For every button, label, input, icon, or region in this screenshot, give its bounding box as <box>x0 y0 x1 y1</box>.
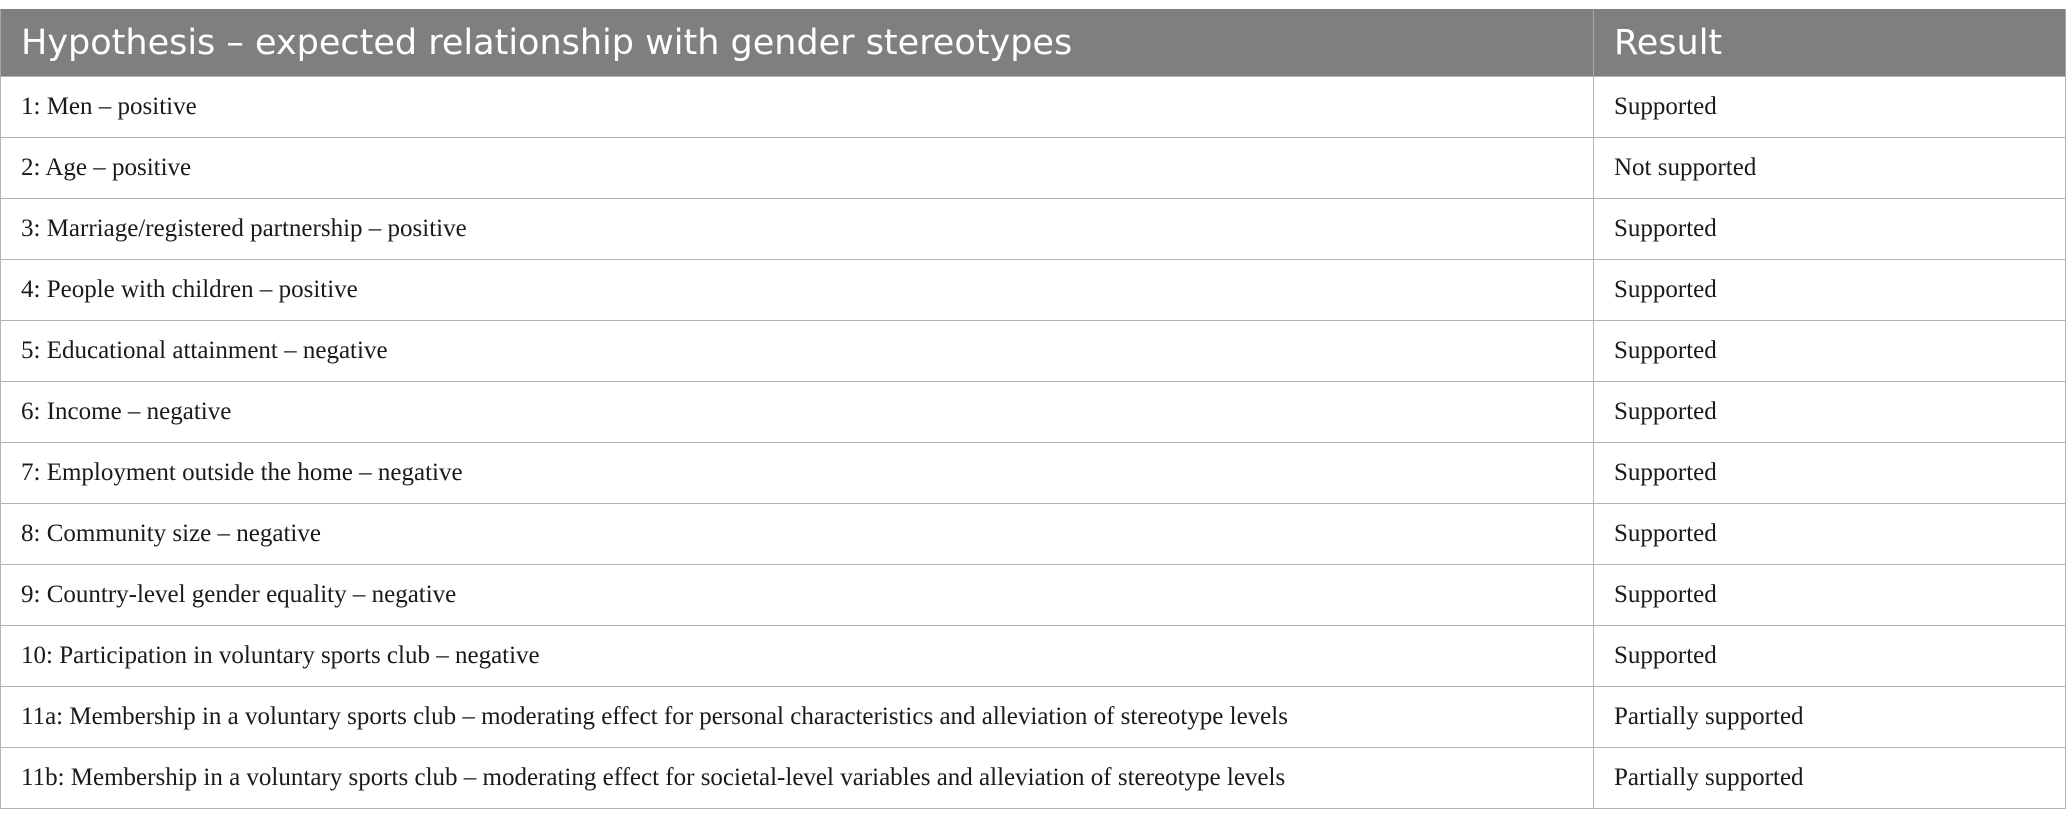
table-row: 3: Marriage/registered partnership – pos… <box>0 198 2066 260</box>
hypothesis-cell: 5: Educational attainment – negative <box>0 320 1594 382</box>
table-row: 5: Educational attainment – negative Sup… <box>0 320 2066 382</box>
hypothesis-cell: 7: Employment outside the home – negativ… <box>0 442 1594 504</box>
result-cell: Supported <box>1593 625 2066 687</box>
hypothesis-cell: 10: Participation in voluntary sports cl… <box>0 625 1594 687</box>
result-cell: Supported <box>1593 198 2066 260</box>
hypothesis-cell: 3: Marriage/registered partnership – pos… <box>0 198 1594 260</box>
hypothesis-cell: 2: Age – positive <box>0 137 1594 199</box>
hypothesis-cell: 1: Men – positive <box>0 76 1594 138</box>
table-row: 6: Income – negative Supported <box>0 381 2066 443</box>
result-cell: Supported <box>1593 259 2066 321</box>
hypothesis-cell: 11b: Membership in a voluntary sports cl… <box>0 747 1594 809</box>
result-cell: Partially supported <box>1593 686 2066 748</box>
table-row: 4: People with children – positive Suppo… <box>0 259 2066 321</box>
table-row: 8: Community size – negative Supported <box>0 503 2066 565</box>
result-cell: Supported <box>1593 76 2066 138</box>
hypothesis-cell: 9: Country-level gender equality – negat… <box>0 564 1594 626</box>
hypothesis-cell: 4: People with children – positive <box>0 259 1594 321</box>
table-row: 11a: Membership in a voluntary sports cl… <box>0 686 2066 748</box>
table-header: Hypothesis – expected relationship with … <box>0 9 2066 77</box>
column-header-result: Result <box>1593 9 2066 77</box>
table-body: 1: Men – positive Supported 2: Age – pos… <box>0 76 2066 809</box>
result-cell: Supported <box>1593 503 2066 565</box>
hypotheses-table-container: Hypothesis – expected relationship with … <box>0 9 2066 809</box>
table-row: 1: Men – positive Supported <box>0 76 2066 138</box>
table-row: 11b: Membership in a voluntary sports cl… <box>0 747 2066 809</box>
result-cell: Supported <box>1593 320 2066 382</box>
hypotheses-table: Hypothesis – expected relationship with … <box>0 9 2066 809</box>
result-cell: Supported <box>1593 381 2066 443</box>
table-row: 10: Participation in voluntary sports cl… <box>0 625 2066 687</box>
header-row: Hypothesis – expected relationship with … <box>0 9 2066 77</box>
hypothesis-cell: 11a: Membership in a voluntary sports cl… <box>0 686 1594 748</box>
result-cell: Supported <box>1593 564 2066 626</box>
table-row: 2: Age – positive Not supported <box>0 137 2066 199</box>
hypothesis-cell: 8: Community size – negative <box>0 503 1594 565</box>
result-cell: Partially supported <box>1593 747 2066 809</box>
result-cell: Not supported <box>1593 137 2066 199</box>
hypothesis-cell: 6: Income – negative <box>0 381 1594 443</box>
table-row: 7: Employment outside the home – negativ… <box>0 442 2066 504</box>
result-cell: Supported <box>1593 442 2066 504</box>
column-header-hypothesis: Hypothesis – expected relationship with … <box>0 9 1594 77</box>
table-row: 9: Country-level gender equality – negat… <box>0 564 2066 626</box>
